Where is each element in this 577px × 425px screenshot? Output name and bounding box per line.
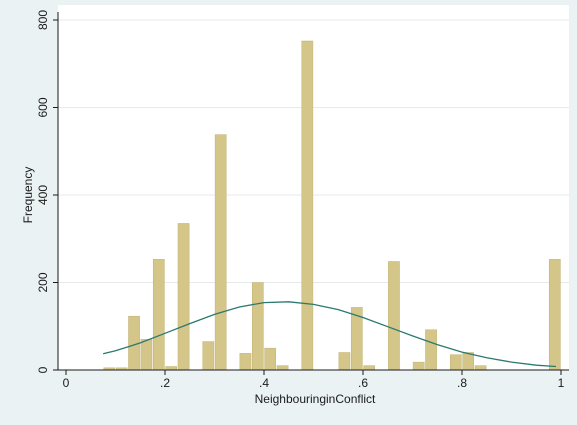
histogram-bar-10	[251, 282, 264, 371]
histogram-bar-16	[363, 365, 376, 371]
histogram-bar-7	[202, 341, 215, 371]
y-tick-label-4: 800	[36, 10, 50, 30]
x-axis-title: NeighbouringinConflict	[255, 392, 376, 406]
grid-lines	[58, 19, 569, 283]
x-tick-label-1: .2	[160, 376, 170, 390]
histogram-bar-19	[425, 329, 437, 371]
histogram-bar-5	[165, 366, 178, 371]
histogram-bar-18	[412, 361, 425, 371]
histogram-bar-17	[388, 261, 400, 371]
y-tick-label-1: 200	[36, 272, 50, 292]
y-tick-label-3: 600	[36, 97, 50, 117]
x-tick-label-4: .8	[457, 376, 467, 390]
x-tick-label-3: .6	[358, 376, 368, 390]
histogram-bar-4	[152, 259, 165, 371]
x-axis-ticks: 0 .2 .4 .6 .8 1	[63, 370, 565, 390]
x-tick-label-5: 1	[558, 376, 565, 390]
histogram-bar-9	[239, 353, 252, 371]
y-axis-title: Frequency	[21, 167, 35, 224]
histogram-bar-12	[276, 365, 289, 371]
axes	[57, 12, 569, 371]
histogram-bar-23	[548, 259, 561, 371]
plot-area	[58, 5, 569, 370]
histogram-bar-11	[264, 347, 277, 371]
x-tick-label-2: .4	[259, 376, 269, 390]
y-tick-label-2: 400	[36, 185, 50, 205]
bars	[103, 40, 561, 371]
histogram-bar-20	[449, 354, 462, 371]
x-tick-label-0: 0	[63, 376, 70, 390]
histogram-bar-21	[462, 352, 475, 371]
y-axis-ticks: 0 200 400 600 800	[36, 10, 58, 373]
histogram-bar-13	[301, 40, 314, 371]
histogram-bar-22	[474, 365, 487, 371]
normal-density-curve	[102, 301, 557, 368]
histogram-bar-3	[140, 339, 153, 371]
y-tick-label-0: 0	[36, 366, 50, 373]
histogram-bar-6	[177, 223, 190, 371]
histogram-bar-8	[214, 134, 227, 371]
histogram-bar-14	[338, 352, 351, 371]
